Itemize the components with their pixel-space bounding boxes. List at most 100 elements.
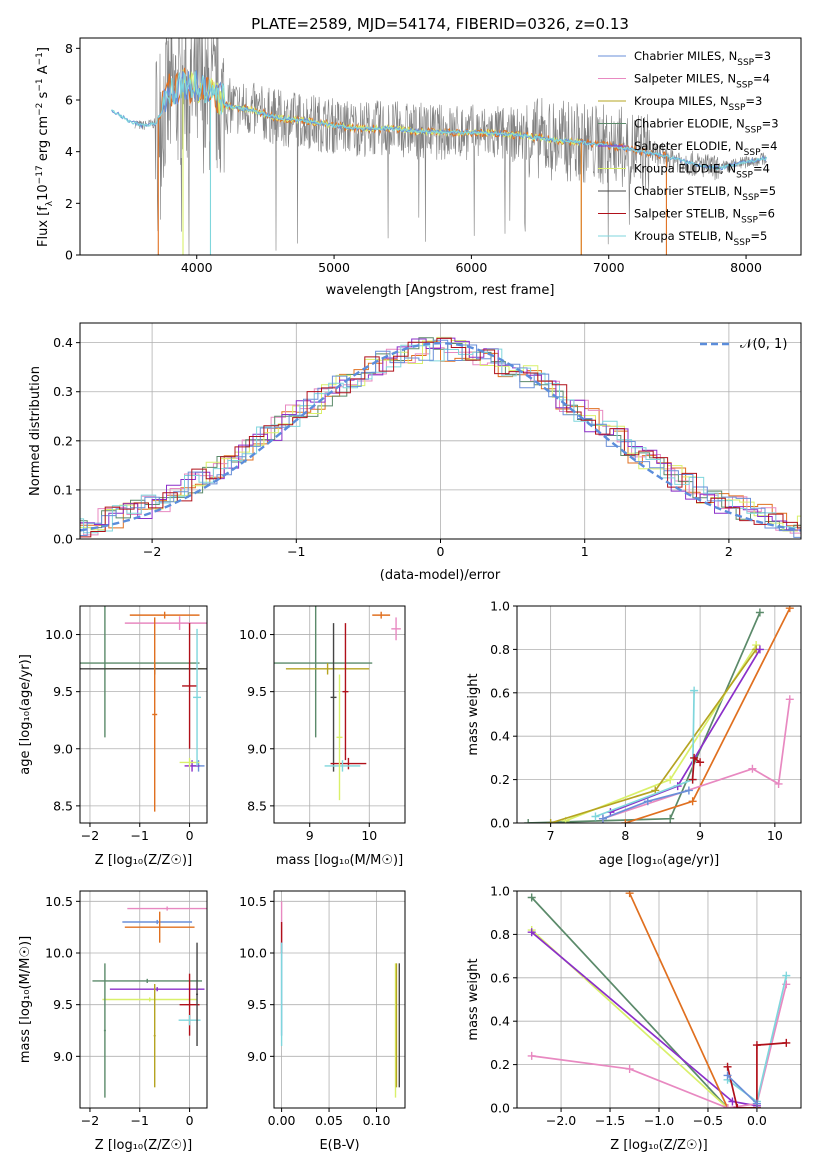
series-marker xyxy=(688,797,697,806)
text-part: =4 xyxy=(753,162,770,176)
y-tick-label: 0.3 xyxy=(53,384,73,399)
series-line-1 xyxy=(531,929,757,1108)
axes-frame xyxy=(516,890,802,1109)
figure-title: PLATE=2589, MJD=54174, FIBERID=0326, z=0… xyxy=(251,15,629,33)
series-marker xyxy=(785,606,794,613)
series-line-6 xyxy=(726,1042,787,1108)
series-marker xyxy=(774,779,783,788)
series-marker xyxy=(591,812,600,821)
plot-area xyxy=(80,336,801,539)
y-tick-label: 0.6 xyxy=(490,685,510,700)
legend-label: Kroupa ELODIE, NSSP=4 xyxy=(634,162,770,181)
text-part: Chabrier ELODIE, N xyxy=(634,117,745,131)
plot-area xyxy=(524,606,794,823)
text-part: −2 xyxy=(35,103,45,116)
text-part: s xyxy=(36,91,51,102)
text-part: Salpeter STELIB, N xyxy=(634,207,741,221)
legend-label: Kroupa MILES, NSSP=3 xyxy=(634,94,762,113)
legend-label: Chabrier MILES, NSSP=3 xyxy=(634,49,771,68)
text-part: =5 xyxy=(759,184,776,198)
series-marker xyxy=(723,1104,732,1108)
y-tick-label: 10.0 xyxy=(45,627,73,642)
text-part: Chabrier STELIB, N xyxy=(634,184,742,198)
text-part: Kroupa STELIB, N xyxy=(634,229,734,243)
axes-mass_weight_vs_age: 7 8 9 10 0.0 0.2 0.4 0.6 0.8 1.0 age [log₁₀(age/yr… xyxy=(466,599,802,868)
x-tick-label: −1 xyxy=(131,828,149,843)
text-part: =4 xyxy=(761,139,778,153)
series-marker xyxy=(625,891,634,898)
text-part: Chabrier MILES, N xyxy=(634,49,737,63)
histogram-series-3 xyxy=(80,336,801,532)
y-tick-label: 1.0 xyxy=(490,884,510,899)
x-tick-label: −1 xyxy=(287,544,305,559)
series-marker xyxy=(752,1041,761,1050)
series-marker xyxy=(723,1062,732,1071)
y-tick-label: 0 xyxy=(65,248,73,263)
series-marker xyxy=(723,1071,732,1080)
series-marker xyxy=(782,1038,791,1047)
y-tick-label: 10.0 xyxy=(239,946,267,961)
y-tick-label: 0.4 xyxy=(490,1014,510,1029)
x-tick-label: 9 xyxy=(306,828,314,843)
histogram-series-1 xyxy=(80,347,801,536)
y-tick-label: 0.0 xyxy=(53,532,73,547)
y-tick-label: 0.4 xyxy=(490,729,510,744)
y-tick-label: 0.2 xyxy=(490,1057,510,1072)
series-marker xyxy=(752,1099,761,1108)
y-axis-label: mass weight xyxy=(466,673,481,755)
series-marker xyxy=(688,775,697,784)
axes-frame xyxy=(273,605,406,824)
axes-frame xyxy=(79,37,802,256)
y-tick-label: 2 xyxy=(65,196,73,211)
series-marker xyxy=(690,686,699,695)
y-axis-label: Normed distribution xyxy=(28,366,43,496)
series-marker xyxy=(785,695,794,704)
axes-residuals: −2 −1 0 1 2 0.0 0.1 0.2 0.3 0.4 (data-model)/error… xyxy=(28,322,802,583)
x-tick-label: 8 xyxy=(621,828,629,843)
y-tick-label: 9.0 xyxy=(53,1049,73,1064)
y-tick-label: 0.6 xyxy=(490,970,510,985)
histogram-series-6 xyxy=(80,339,801,538)
series-line-4 xyxy=(531,984,788,1108)
text-part: =3 xyxy=(745,94,762,108)
series-marker xyxy=(625,1064,634,1073)
y-tick-label: 0.0 xyxy=(490,1101,510,1116)
axes-frame xyxy=(516,605,802,824)
axes-mass_vs_ebv: 0.00 0.05 0.10 9.0 9.5 10.0 10.5 E(B-V) xyxy=(239,890,406,1153)
text-part: =3 xyxy=(754,49,771,63)
histogram-series-7 xyxy=(80,337,801,538)
axes-mass_vs_Z: −2 −1 0 9.0 9.5 10.0 10.5 Z [log₁₀(Z/Z☉)] mass [… xyxy=(18,890,208,1153)
y-axis-label: mass [log₁₀(M/M☉)] xyxy=(18,936,33,1063)
y-tick-label: 0.8 xyxy=(490,642,510,657)
x-axis-label: wavelength [Angstrom, rest frame] xyxy=(326,283,555,298)
axes-spectrum: 4000 5000 6000 7000 8000 0 2 4 6 8 wavelength [Ang… xyxy=(35,37,802,298)
text-part: Kroupa ELODIE, N xyxy=(634,162,736,176)
x-tick-label: −2 xyxy=(81,828,99,843)
legend-label: Kroupa STELIB, NSSP=5 xyxy=(634,229,767,248)
series-line-0 xyxy=(528,612,761,823)
x-tick-label: 5000 xyxy=(318,260,350,275)
text-part: λ xyxy=(45,200,55,206)
x-tick-label: 1 xyxy=(581,544,589,559)
y-axis-label: mass weight xyxy=(466,958,481,1040)
y-tick-label: 8.5 xyxy=(247,798,267,813)
series-marker xyxy=(733,1104,742,1108)
text-part: SSP xyxy=(745,126,762,136)
text-part: Flux [f xyxy=(36,206,51,247)
series-marker xyxy=(546,819,555,823)
x-tick-label: 0.10 xyxy=(363,1113,391,1128)
text-part: SSP xyxy=(741,216,758,226)
x-tick-label: −1 xyxy=(131,1113,149,1128)
text-part: SSP xyxy=(737,58,754,68)
x-tick-label: −1.0 xyxy=(644,1113,674,1128)
model-spectrum-3 xyxy=(111,71,767,171)
legend-label: Salpeter MILES, NSSP=4 xyxy=(634,72,770,91)
series-marker xyxy=(696,758,705,767)
x-axis-label: age [log₁₀(age/yr)] xyxy=(599,853,720,868)
legend-label: Salpeter STELIB, NSSP=6 xyxy=(634,207,775,226)
x-tick-label: 0.0 xyxy=(747,1113,767,1128)
series-line-3 xyxy=(628,892,757,1108)
x-tick-label: 9 xyxy=(696,828,704,843)
